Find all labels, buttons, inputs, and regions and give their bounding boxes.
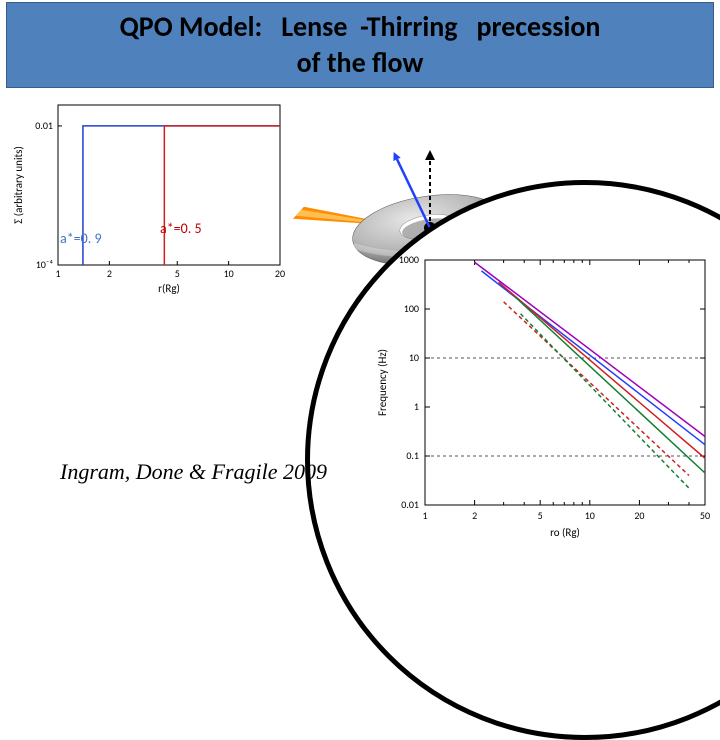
svg-text:r(Rg): r(Rg) xyxy=(158,282,180,295)
svg-text:Frequency (Hz): Frequency (Hz) xyxy=(376,349,389,416)
svg-text:1000: 1000 xyxy=(399,253,419,266)
svg-text:1: 1 xyxy=(422,509,427,522)
svg-text:50: 50 xyxy=(700,509,710,522)
svg-text:0.01: 0.01 xyxy=(401,498,419,511)
svg-text:20: 20 xyxy=(275,267,285,280)
svg-text:5: 5 xyxy=(538,509,543,522)
svg-text:2: 2 xyxy=(107,267,112,280)
svg-text:10: 10 xyxy=(409,351,419,364)
spin-label-09: a*=0. 9 xyxy=(60,230,102,247)
page-title: QPO Model: Lense -Thirring precession of… xyxy=(120,9,601,82)
frequency-chart: 1 2 5 10 20 50 0.01 0.1 1 10 100 1000 ro (Rg) Frequen… xyxy=(370,245,720,540)
svg-text:ro (Rg): ro (Rg) xyxy=(550,526,580,539)
svg-text:0.1: 0.1 xyxy=(406,449,419,462)
svg-text:0.01: 0.01 xyxy=(35,119,53,132)
svg-text:10⁻⁴: 10⁻⁴ xyxy=(36,258,54,271)
svg-text:1: 1 xyxy=(55,267,60,280)
spin-label-05: a*=0. 5 xyxy=(160,220,202,237)
surface-density-chart: 1 2 5 10 20 10⁻⁴ 0.01 r(Rg) Σ (arbitrary units) xyxy=(10,95,290,295)
svg-text:20: 20 xyxy=(634,509,644,522)
title-bar: QPO Model: Lense -Thirring precession of… xyxy=(6,2,714,88)
svg-text:10: 10 xyxy=(224,267,234,280)
svg-text:5: 5 xyxy=(175,267,180,280)
svg-text:10: 10 xyxy=(585,509,595,522)
svg-text:Σ (arbitrary units): Σ (arbitrary units) xyxy=(12,146,25,224)
citation: Ingram, Done & Fragile 2009 xyxy=(60,459,327,485)
svg-text:2: 2 xyxy=(472,509,477,522)
svg-text:1: 1 xyxy=(414,400,419,413)
svg-text:100: 100 xyxy=(404,302,419,315)
